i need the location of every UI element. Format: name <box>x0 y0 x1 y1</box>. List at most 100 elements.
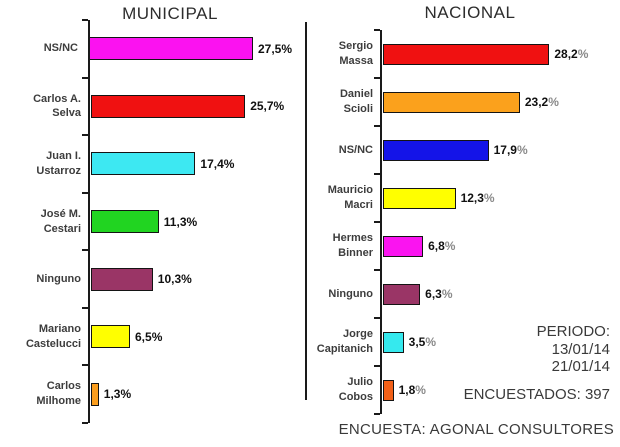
bar-row: Jorge Capitanich 3,5% <box>294 318 620 366</box>
plot-area: 1,3% <box>88 382 292 406</box>
bar-row: NS/NC 17,9% <box>294 126 620 174</box>
bar-row: Hermes Binner 6,8% <box>294 222 620 270</box>
bar-row: NS/NC 27,5% <box>2 20 292 78</box>
bar <box>383 235 424 257</box>
bar-row: Sergio Massa 28,2% <box>294 30 620 78</box>
axis-tick <box>374 221 380 223</box>
axis-tick <box>82 249 88 252</box>
plot-area: 10,3% <box>88 267 292 291</box>
period-note: PERIODO: 13/01/14 21/01/14 <box>537 323 610 376</box>
category-label: Jorge Capitanich <box>316 328 373 355</box>
axis-tick <box>374 413 380 415</box>
value-label: 17,4% <box>200 156 235 171</box>
plot-area: 12,3% <box>380 187 620 209</box>
value-label: 6,8% <box>428 239 456 253</box>
plot-area: 6,5% <box>88 325 292 349</box>
pollster-note: ENCUESTA: AGONAL CONSULTORES <box>338 421 614 438</box>
category-label: Sergio Massa <box>338 40 373 67</box>
period-date-start: 13/01/14 <box>551 340 610 358</box>
axis-tick <box>374 269 380 271</box>
period-date-end: 21/01/14 <box>551 358 610 376</box>
plot-area: 6,8% <box>380 235 620 257</box>
chart-title-nacional: NACIONAL <box>424 3 516 22</box>
bar <box>383 43 550 65</box>
bar <box>91 94 246 118</box>
value-label: 27,5% <box>257 41 292 56</box>
category-label: Mariano Castelucci <box>25 322 81 350</box>
bar <box>383 187 456 209</box>
category-label: Julio Cobos <box>338 376 373 403</box>
bar-row: Juan I. Ustarroz 17,4% <box>2 135 292 193</box>
axis-tick <box>82 422 88 424</box>
bar-chart-municipal: NS/NC 27,5% Carlos A. Selva 25,7% Juan I. Usta… <box>2 19 292 424</box>
plot-area: 11,3% <box>88 210 292 234</box>
plot-area: 27,5% <box>85 37 292 61</box>
chart-title-municipal: MUNICIPAL <box>122 4 218 23</box>
axis-tick <box>82 19 88 21</box>
bar <box>91 210 159 234</box>
axis-tick <box>374 173 380 175</box>
value-label: 11,3% <box>163 214 198 229</box>
axis-tick <box>374 317 380 319</box>
value-label: 12,3% <box>460 191 495 205</box>
value-label: 10,3% <box>157 272 192 287</box>
bar-row: Ninguno 10,3% <box>2 250 292 308</box>
axis-tick <box>82 134 88 137</box>
category-label: NS/NC <box>43 42 78 55</box>
plot-area: 25,7% <box>88 94 292 118</box>
chart-divider-line <box>305 22 307 400</box>
bar <box>383 139 489 161</box>
category-axis <box>88 20 90 423</box>
bar <box>91 382 99 406</box>
axis-tick <box>374 29 380 31</box>
plot-area: 3,5% <box>380 331 620 353</box>
bar <box>383 379 394 401</box>
bar-row: Mauricio Macri 12,3% <box>294 174 620 222</box>
value-label: 6,3% <box>425 287 453 301</box>
category-label: Daniel Scioli <box>339 88 373 115</box>
value-label: 6,5% <box>135 329 163 344</box>
bar <box>383 91 520 113</box>
axis-tick <box>82 191 88 194</box>
value-label: 3,5% <box>408 335 436 349</box>
axis-tick <box>82 76 88 79</box>
plot-area: 17,4% <box>88 152 292 176</box>
bar <box>87 37 253 61</box>
bar-row: Ninguno 6,3% <box>294 270 620 318</box>
bar-row: Carlos A. Selva 25,7% <box>2 78 292 136</box>
bar-row: Carlos Milhome 1,3% <box>2 365 292 423</box>
value-label: 17,9% <box>493 143 528 157</box>
category-label: Juan I. Ustarroz <box>36 150 81 177</box>
value-label: 28,2% <box>554 47 589 61</box>
category-label: Carlos Milhome <box>36 380 81 408</box>
bar-row: Daniel Scioli 23,2% <box>294 78 620 126</box>
bar <box>383 331 404 353</box>
axis-tick <box>374 365 380 367</box>
category-label: Mauricio Macri <box>327 184 373 211</box>
bar <box>91 325 130 349</box>
plot-area: 1,8% <box>380 379 620 401</box>
axis-tick <box>82 306 88 309</box>
value-label: 23,2% <box>524 95 559 109</box>
sample-size-note: ENCUESTADOS: 397 <box>463 386 610 403</box>
category-label: Ninguno <box>328 287 373 300</box>
category-label: Carlos A. Selva <box>33 92 81 120</box>
bar-chart-nacional: Sergio Massa 28,2% Daniel Scioli 23,2% NS/NC 17… <box>294 29 620 415</box>
plot-area: 28,2% <box>380 43 620 65</box>
category-label: NS/NC <box>338 143 373 156</box>
plot-area: 23,2% <box>380 91 620 113</box>
axis-tick <box>374 77 380 79</box>
bar-row: Mariano Castelucci 6,5% <box>2 308 292 366</box>
bar <box>91 152 196 176</box>
bar <box>383 283 421 305</box>
category-label: José M. Cestari <box>40 207 81 235</box>
category-label: Ninguno <box>36 272 81 285</box>
plot-area: 6,3% <box>380 283 620 305</box>
plot-area: 17,9% <box>380 139 620 161</box>
category-label: Hermes Binner <box>332 232 373 259</box>
category-axis <box>380 30 382 414</box>
axis-tick <box>82 364 88 367</box>
bar-row: José M. Cestari 11,3% <box>2 193 292 251</box>
bar-row: Julio Cobos 1,8% <box>294 366 620 414</box>
value-label: 25,7% <box>250 99 285 114</box>
